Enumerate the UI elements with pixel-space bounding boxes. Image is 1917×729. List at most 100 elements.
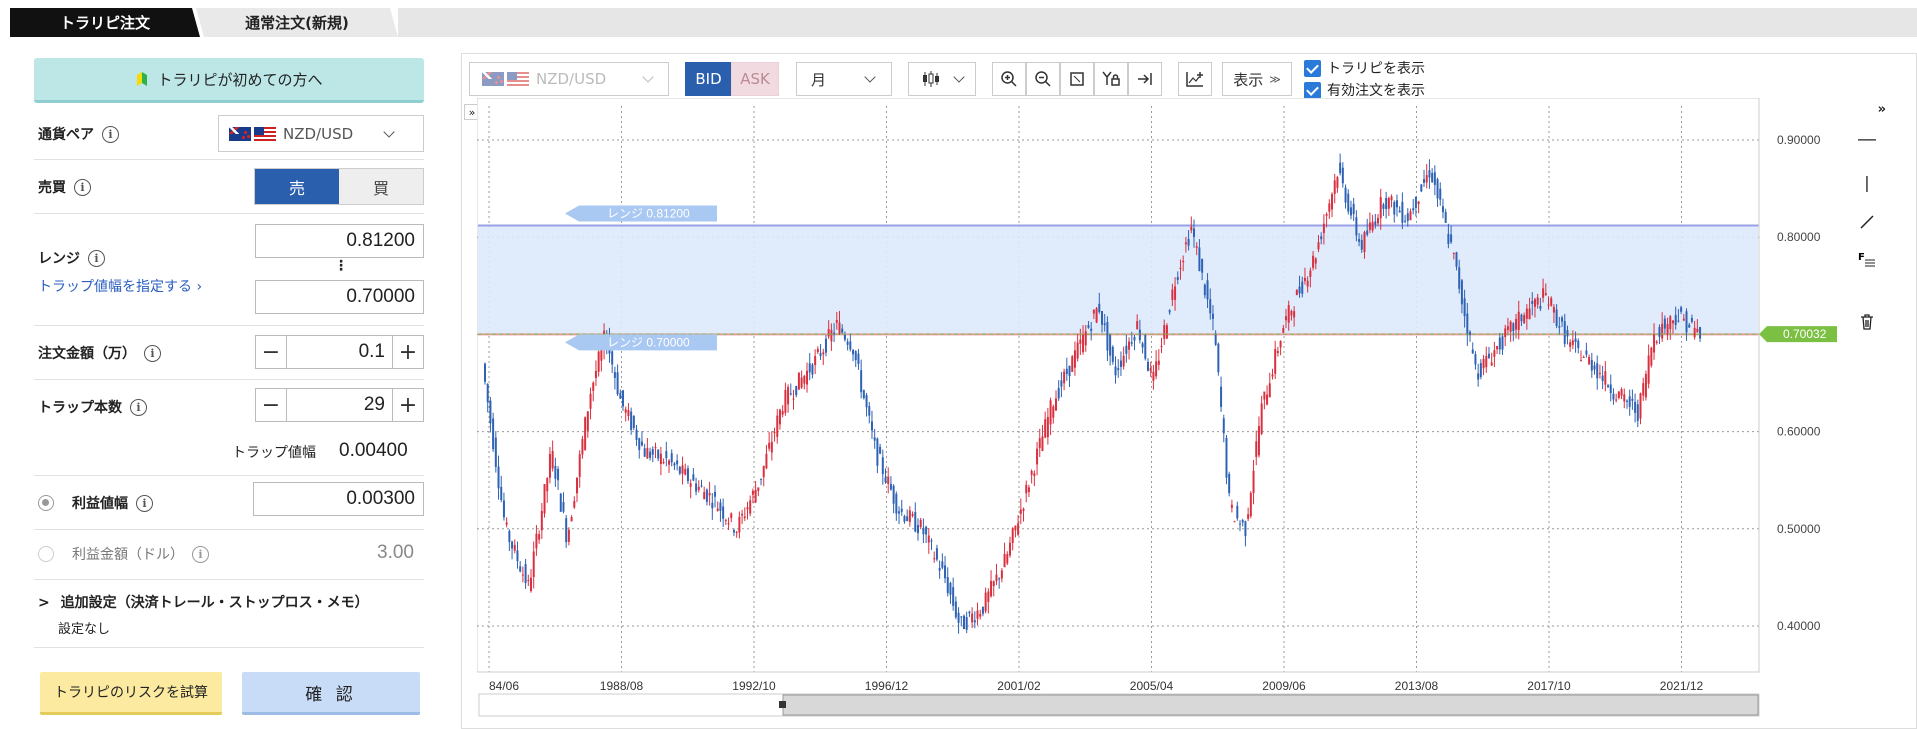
candle-body <box>781 411 784 415</box>
amount-plus-button[interactable]: + <box>392 335 424 369</box>
candle-body <box>1625 400 1628 402</box>
candle-body <box>1266 394 1269 405</box>
range-lower-tag-label: レンジ 0.70000 <box>607 335 690 349</box>
candle-body <box>1414 196 1417 208</box>
candle-body <box>1325 214 1328 216</box>
candle-body <box>1312 255 1315 268</box>
candle-body <box>727 523 730 525</box>
amount-input[interactable]: 0.1 <box>286 335 394 369</box>
candle-body <box>1282 327 1285 333</box>
add-indicator-icon[interactable] <box>1178 62 1212 96</box>
pair-select[interactable]: NZD/USD <box>218 115 424 152</box>
svg-text:F: F <box>1858 252 1865 263</box>
trend-line-tool-icon[interactable] <box>1850 205 1884 239</box>
info-icon[interactable]: i <box>130 398 147 416</box>
y-tick-label: 0.40000 <box>1777 619 1821 633</box>
info-icon[interactable]: i <box>144 344 161 362</box>
scrollbar-handle[interactable] <box>779 701 786 708</box>
candle-body <box>1620 389 1623 396</box>
candle-body <box>1582 356 1585 358</box>
candle-body <box>1406 213 1409 221</box>
candle-body <box>927 535 930 543</box>
candle-body <box>1504 328 1507 338</box>
candle-body <box>1339 162 1342 174</box>
period-select[interactable]: 月 <box>796 62 892 96</box>
tab-trarip-order[interactable]: トラリピ注文 <box>10 8 200 37</box>
scroll-to-latest-icon[interactable] <box>1128 62 1162 96</box>
candle-body <box>646 447 649 459</box>
traps-input[interactable]: 29 <box>286 388 394 422</box>
collapse-right-icon[interactable]: » <box>1877 102 1886 117</box>
fit-screen-icon[interactable] <box>1060 62 1094 96</box>
candle-body <box>676 460 679 465</box>
candle-body <box>1293 311 1296 318</box>
y-tick-label: 0.80000 <box>1777 230 1821 244</box>
chart-pair-select[interactable]: NZD/USD <box>469 62 669 96</box>
candle-body <box>1203 284 1206 296</box>
range-lower-input[interactable]: 0.70000 <box>255 280 424 314</box>
candle-body <box>1533 299 1536 307</box>
candle-body <box>1171 289 1174 301</box>
x-tick-label: 1988/08 <box>600 679 644 693</box>
candle-body <box>1466 313 1469 335</box>
y-axis-lock-icon[interactable] <box>1094 62 1128 96</box>
chart-type-select[interactable] <box>908 62 976 96</box>
candle-body <box>1355 217 1358 236</box>
profit-width-radio[interactable] <box>38 495 54 511</box>
candle-body <box>1525 308 1528 319</box>
zoom-out-icon[interactable] <box>1026 62 1060 96</box>
show-orders-checkbox[interactable]: 有効注文を表示 <box>1304 80 1425 100</box>
candle-body <box>581 439 584 455</box>
info-icon[interactable]: i <box>74 178 91 196</box>
profit-amount-radio[interactable] <box>38 546 54 562</box>
delete-drawing-icon[interactable] <box>1850 305 1884 339</box>
vertical-line-tool-icon[interactable]: | <box>1850 165 1884 199</box>
candle-body <box>806 370 809 385</box>
y-tick-label: 0.50000 <box>1777 522 1821 536</box>
candle-body <box>1274 349 1277 374</box>
buy-button[interactable]: 買 <box>339 169 423 204</box>
beginner-guide-button[interactable]: トラリピが初めての方へ <box>34 58 424 103</box>
candle-body <box>1385 197 1388 210</box>
price-chart[interactable]: レンジ 0.81200 レンジ 0.70000 0.90000 0.80000 0.… <box>477 98 1837 720</box>
trap-width-link[interactable]: トラップ値幅を指定する › <box>38 279 203 295</box>
traps-minus-button[interactable]: − <box>255 388 287 422</box>
tab-normal-order[interactable]: 通常注文(新規) <box>196 8 398 37</box>
confirm-button[interactable]: 確 認 <box>242 672 420 715</box>
amount-minus-button[interactable]: − <box>255 335 287 369</box>
info-icon[interactable]: i <box>136 494 153 512</box>
candle-body <box>911 513 914 516</box>
additional-settings-row[interactable]: > 追加設定（決済トレール・ストップロス・メモ） 設定なし <box>34 580 424 648</box>
info-icon[interactable]: i <box>192 545 209 563</box>
candle-body <box>1417 201 1420 205</box>
time-scrollbar[interactable] <box>478 693 1760 717</box>
candle-body <box>819 353 822 357</box>
risk-estimate-button[interactable]: トラリピのリスクを試算 <box>40 672 222 715</box>
y-axis-area <box>1759 98 1837 672</box>
candle-body <box>1612 393 1615 400</box>
candle-body <box>743 516 746 519</box>
candle-body <box>619 393 622 399</box>
candle-body <box>1206 280 1209 300</box>
candle-body <box>741 513 744 516</box>
side-row: 売買 i <box>34 160 424 214</box>
zoom-in-icon[interactable] <box>992 62 1026 96</box>
info-icon[interactable]: i <box>88 249 105 267</box>
traps-plus-button[interactable]: + <box>392 388 424 422</box>
candle-body <box>632 416 635 429</box>
horizontal-line-tool-icon[interactable]: ― <box>1850 122 1884 156</box>
candle-body <box>673 463 676 466</box>
show-trarip-checkbox[interactable]: トラリピを表示 <box>1304 58 1425 78</box>
display-select[interactable]: 表示 ≫ <box>1222 62 1292 96</box>
info-icon[interactable]: i <box>102 125 119 143</box>
profit-width-input[interactable]: 0.00300 <box>253 482 424 516</box>
candle-body <box>860 370 863 393</box>
range-upper-input[interactable]: 0.81200 <box>255 224 424 258</box>
candle-body <box>1566 330 1569 337</box>
candle-body <box>1439 188 1442 200</box>
fibonacci-tool-icon[interactable]: F <box>1850 243 1884 277</box>
ask-button[interactable]: ASK <box>731 62 779 96</box>
bid-button[interactable]: BID <box>685 62 732 96</box>
x-tick-label: 1992/10 <box>732 679 776 693</box>
sell-button[interactable]: 売 <box>255 169 339 204</box>
